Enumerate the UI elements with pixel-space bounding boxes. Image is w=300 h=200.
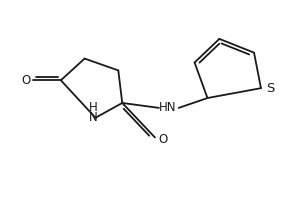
Text: HN: HN	[159, 101, 177, 114]
Text: N: N	[89, 111, 98, 124]
Text: H: H	[89, 101, 98, 114]
Text: S: S	[266, 82, 274, 95]
Text: O: O	[158, 133, 167, 146]
Text: O: O	[22, 74, 31, 87]
